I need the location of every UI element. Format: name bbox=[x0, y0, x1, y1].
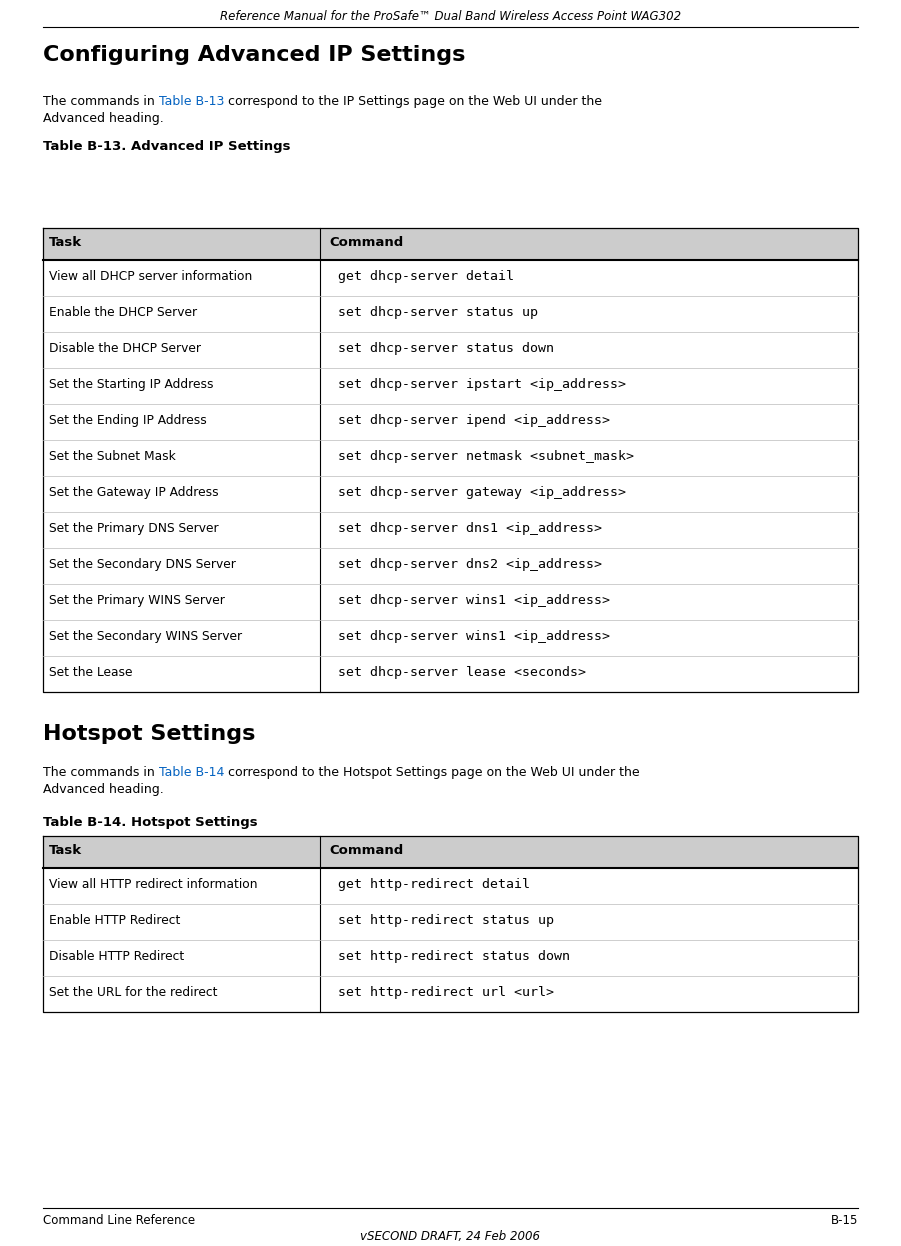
Text: Set the Secondary WINS Server: Set the Secondary WINS Server bbox=[50, 630, 242, 643]
Text: set http-redirect status up: set http-redirect status up bbox=[338, 915, 554, 927]
Text: Command: Command bbox=[330, 844, 405, 857]
Text: The commands in: The commands in bbox=[43, 95, 159, 108]
Text: View all HTTP redirect information: View all HTTP redirect information bbox=[50, 878, 258, 891]
Text: Command Line Reference: Command Line Reference bbox=[43, 1214, 196, 1227]
Text: get dhcp-server detail: get dhcp-server detail bbox=[338, 270, 514, 283]
Bar bbox=[43, 836, 858, 868]
Text: set dhcp-server status up: set dhcp-server status up bbox=[338, 307, 538, 319]
Text: Configuring Advanced IP Settings: Configuring Advanced IP Settings bbox=[43, 45, 466, 65]
Text: Set the Ending IP Address: Set the Ending IP Address bbox=[50, 414, 207, 427]
Text: Table B-14: Table B-14 bbox=[159, 766, 224, 779]
Text: set dhcp-server gateway <ip_address>: set dhcp-server gateway <ip_address> bbox=[338, 486, 626, 498]
Text: set http-redirect url <url>: set http-redirect url <url> bbox=[338, 986, 554, 999]
Text: set dhcp-server dns1 <ip_address>: set dhcp-server dns1 <ip_address> bbox=[338, 522, 602, 535]
Text: Set the Secondary DNS Server: Set the Secondary DNS Server bbox=[50, 558, 236, 571]
Text: Set the Gateway IP Address: Set the Gateway IP Address bbox=[50, 486, 219, 498]
Text: Command: Command bbox=[330, 235, 405, 249]
Text: correspond to the Hotspot Settings page on the Web UI under the: correspond to the Hotspot Settings page … bbox=[224, 766, 640, 779]
Text: set dhcp-server wins1 <ip_address>: set dhcp-server wins1 <ip_address> bbox=[338, 594, 610, 607]
Text: Enable the DHCP Server: Enable the DHCP Server bbox=[50, 307, 197, 319]
Text: Advanced heading.: Advanced heading. bbox=[43, 782, 164, 796]
Text: set http-redirect status down: set http-redirect status down bbox=[338, 949, 569, 963]
Text: Task: Task bbox=[50, 844, 82, 857]
Text: Table B-14. Hotspot Settings: Table B-14. Hotspot Settings bbox=[43, 816, 258, 829]
Text: The commands in: The commands in bbox=[43, 766, 159, 779]
Text: correspond to the IP Settings page on the Web UI under the: correspond to the IP Settings page on th… bbox=[224, 95, 603, 108]
Text: Disable the DHCP Server: Disable the DHCP Server bbox=[50, 341, 201, 355]
Text: Set the Primary DNS Server: Set the Primary DNS Server bbox=[50, 522, 219, 535]
Text: Set the URL for the redirect: Set the URL for the redirect bbox=[50, 986, 218, 999]
Text: Enable HTTP Redirect: Enable HTTP Redirect bbox=[50, 915, 180, 927]
Text: View all DHCP server information: View all DHCP server information bbox=[50, 270, 252, 283]
Text: set dhcp-server status down: set dhcp-server status down bbox=[338, 341, 554, 355]
Text: set dhcp-server wins1 <ip_address>: set dhcp-server wins1 <ip_address> bbox=[338, 630, 610, 643]
Text: Task: Task bbox=[50, 235, 82, 249]
Text: Table B-13: Table B-13 bbox=[159, 95, 224, 108]
Text: Set the Subnet Mask: Set the Subnet Mask bbox=[50, 450, 176, 464]
Text: Hotspot Settings: Hotspot Settings bbox=[43, 724, 256, 744]
Text: Reference Manual for the ProSafe™ Dual Band Wireless Access Point WAG302: Reference Manual for the ProSafe™ Dual B… bbox=[220, 10, 681, 22]
Text: Set the Lease: Set the Lease bbox=[50, 667, 132, 679]
Text: B-15: B-15 bbox=[831, 1214, 858, 1227]
Text: Table B-13. Advanced IP Settings: Table B-13. Advanced IP Settings bbox=[43, 140, 291, 153]
Text: get http-redirect detail: get http-redirect detail bbox=[338, 878, 530, 891]
Text: Disable HTTP Redirect: Disable HTTP Redirect bbox=[50, 949, 185, 963]
Text: Set the Primary WINS Server: Set the Primary WINS Server bbox=[50, 594, 225, 607]
Text: set dhcp-server dns2 <ip_address>: set dhcp-server dns2 <ip_address> bbox=[338, 558, 602, 571]
Bar bbox=[43, 228, 858, 260]
Text: set dhcp-server netmask <subnet_mask>: set dhcp-server netmask <subnet_mask> bbox=[338, 450, 634, 464]
Text: vSECOND DRAFT, 24 Feb 2006: vSECOND DRAFT, 24 Feb 2006 bbox=[360, 1230, 541, 1244]
Text: set dhcp-server ipstart <ip_address>: set dhcp-server ipstart <ip_address> bbox=[338, 378, 626, 391]
Text: set dhcp-server ipend <ip_address>: set dhcp-server ipend <ip_address> bbox=[338, 414, 610, 427]
Text: set dhcp-server lease <seconds>: set dhcp-server lease <seconds> bbox=[338, 667, 586, 679]
Text: Advanced heading.: Advanced heading. bbox=[43, 112, 164, 125]
Text: Set the Starting IP Address: Set the Starting IP Address bbox=[50, 378, 214, 391]
